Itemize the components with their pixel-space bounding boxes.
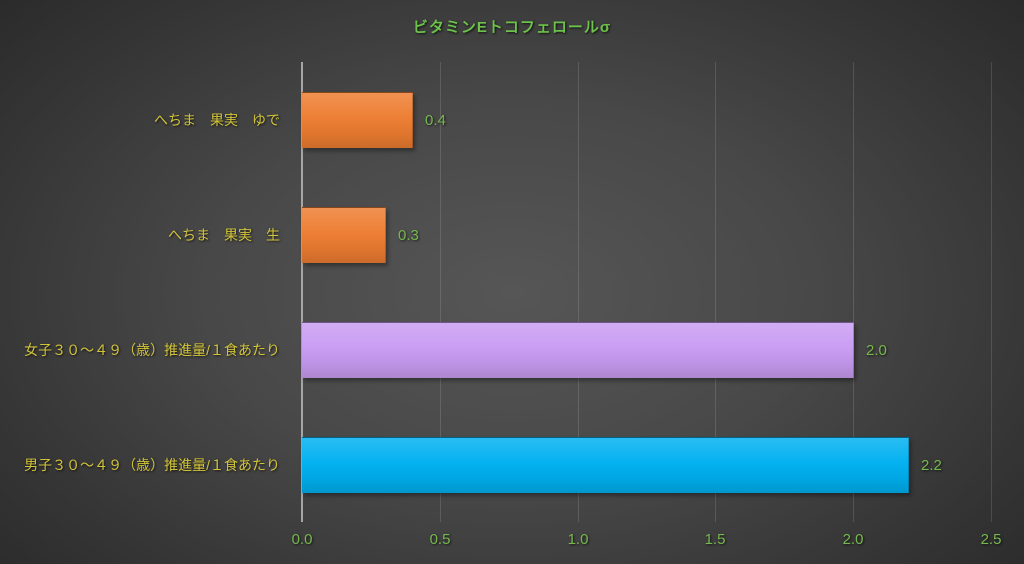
category-label: へちま 果実 生 (168, 226, 280, 243)
bar-value-label: 0.4 (425, 112, 446, 129)
x-tick-label: 1.5 (704, 531, 726, 548)
gridline (440, 62, 441, 522)
bar-value-label: 2.0 (866, 342, 887, 359)
x-tick-label: 0.0 (291, 531, 313, 548)
gridline (578, 62, 579, 522)
x-tick-label: 0.5 (429, 531, 451, 548)
y-axis-line (301, 62, 303, 522)
gridline (715, 62, 716, 522)
category-label: へちま 果実 ゆで (154, 111, 280, 128)
bar-value-label: 2.2 (921, 457, 942, 474)
gridline (853, 62, 854, 522)
x-tick-label: 1.0 (567, 531, 589, 548)
bar (302, 437, 909, 493)
gridline (991, 62, 992, 522)
bar (302, 92, 413, 148)
plot-area (301, 62, 992, 522)
chart-title: ビタミンEトコフェロールσ (412, 19, 612, 36)
x-tick-label: 2.0 (842, 531, 864, 548)
bar (302, 207, 386, 263)
category-label: 男子３０～４９（歳）推進量/１食あたり (24, 456, 280, 473)
bar (302, 322, 854, 378)
x-tick-label: 2.5 (980, 531, 1002, 548)
category-label: 女子３０～４９（歳）推進量/１食あたり (24, 341, 280, 358)
bar-value-label: 0.3 (398, 227, 419, 244)
